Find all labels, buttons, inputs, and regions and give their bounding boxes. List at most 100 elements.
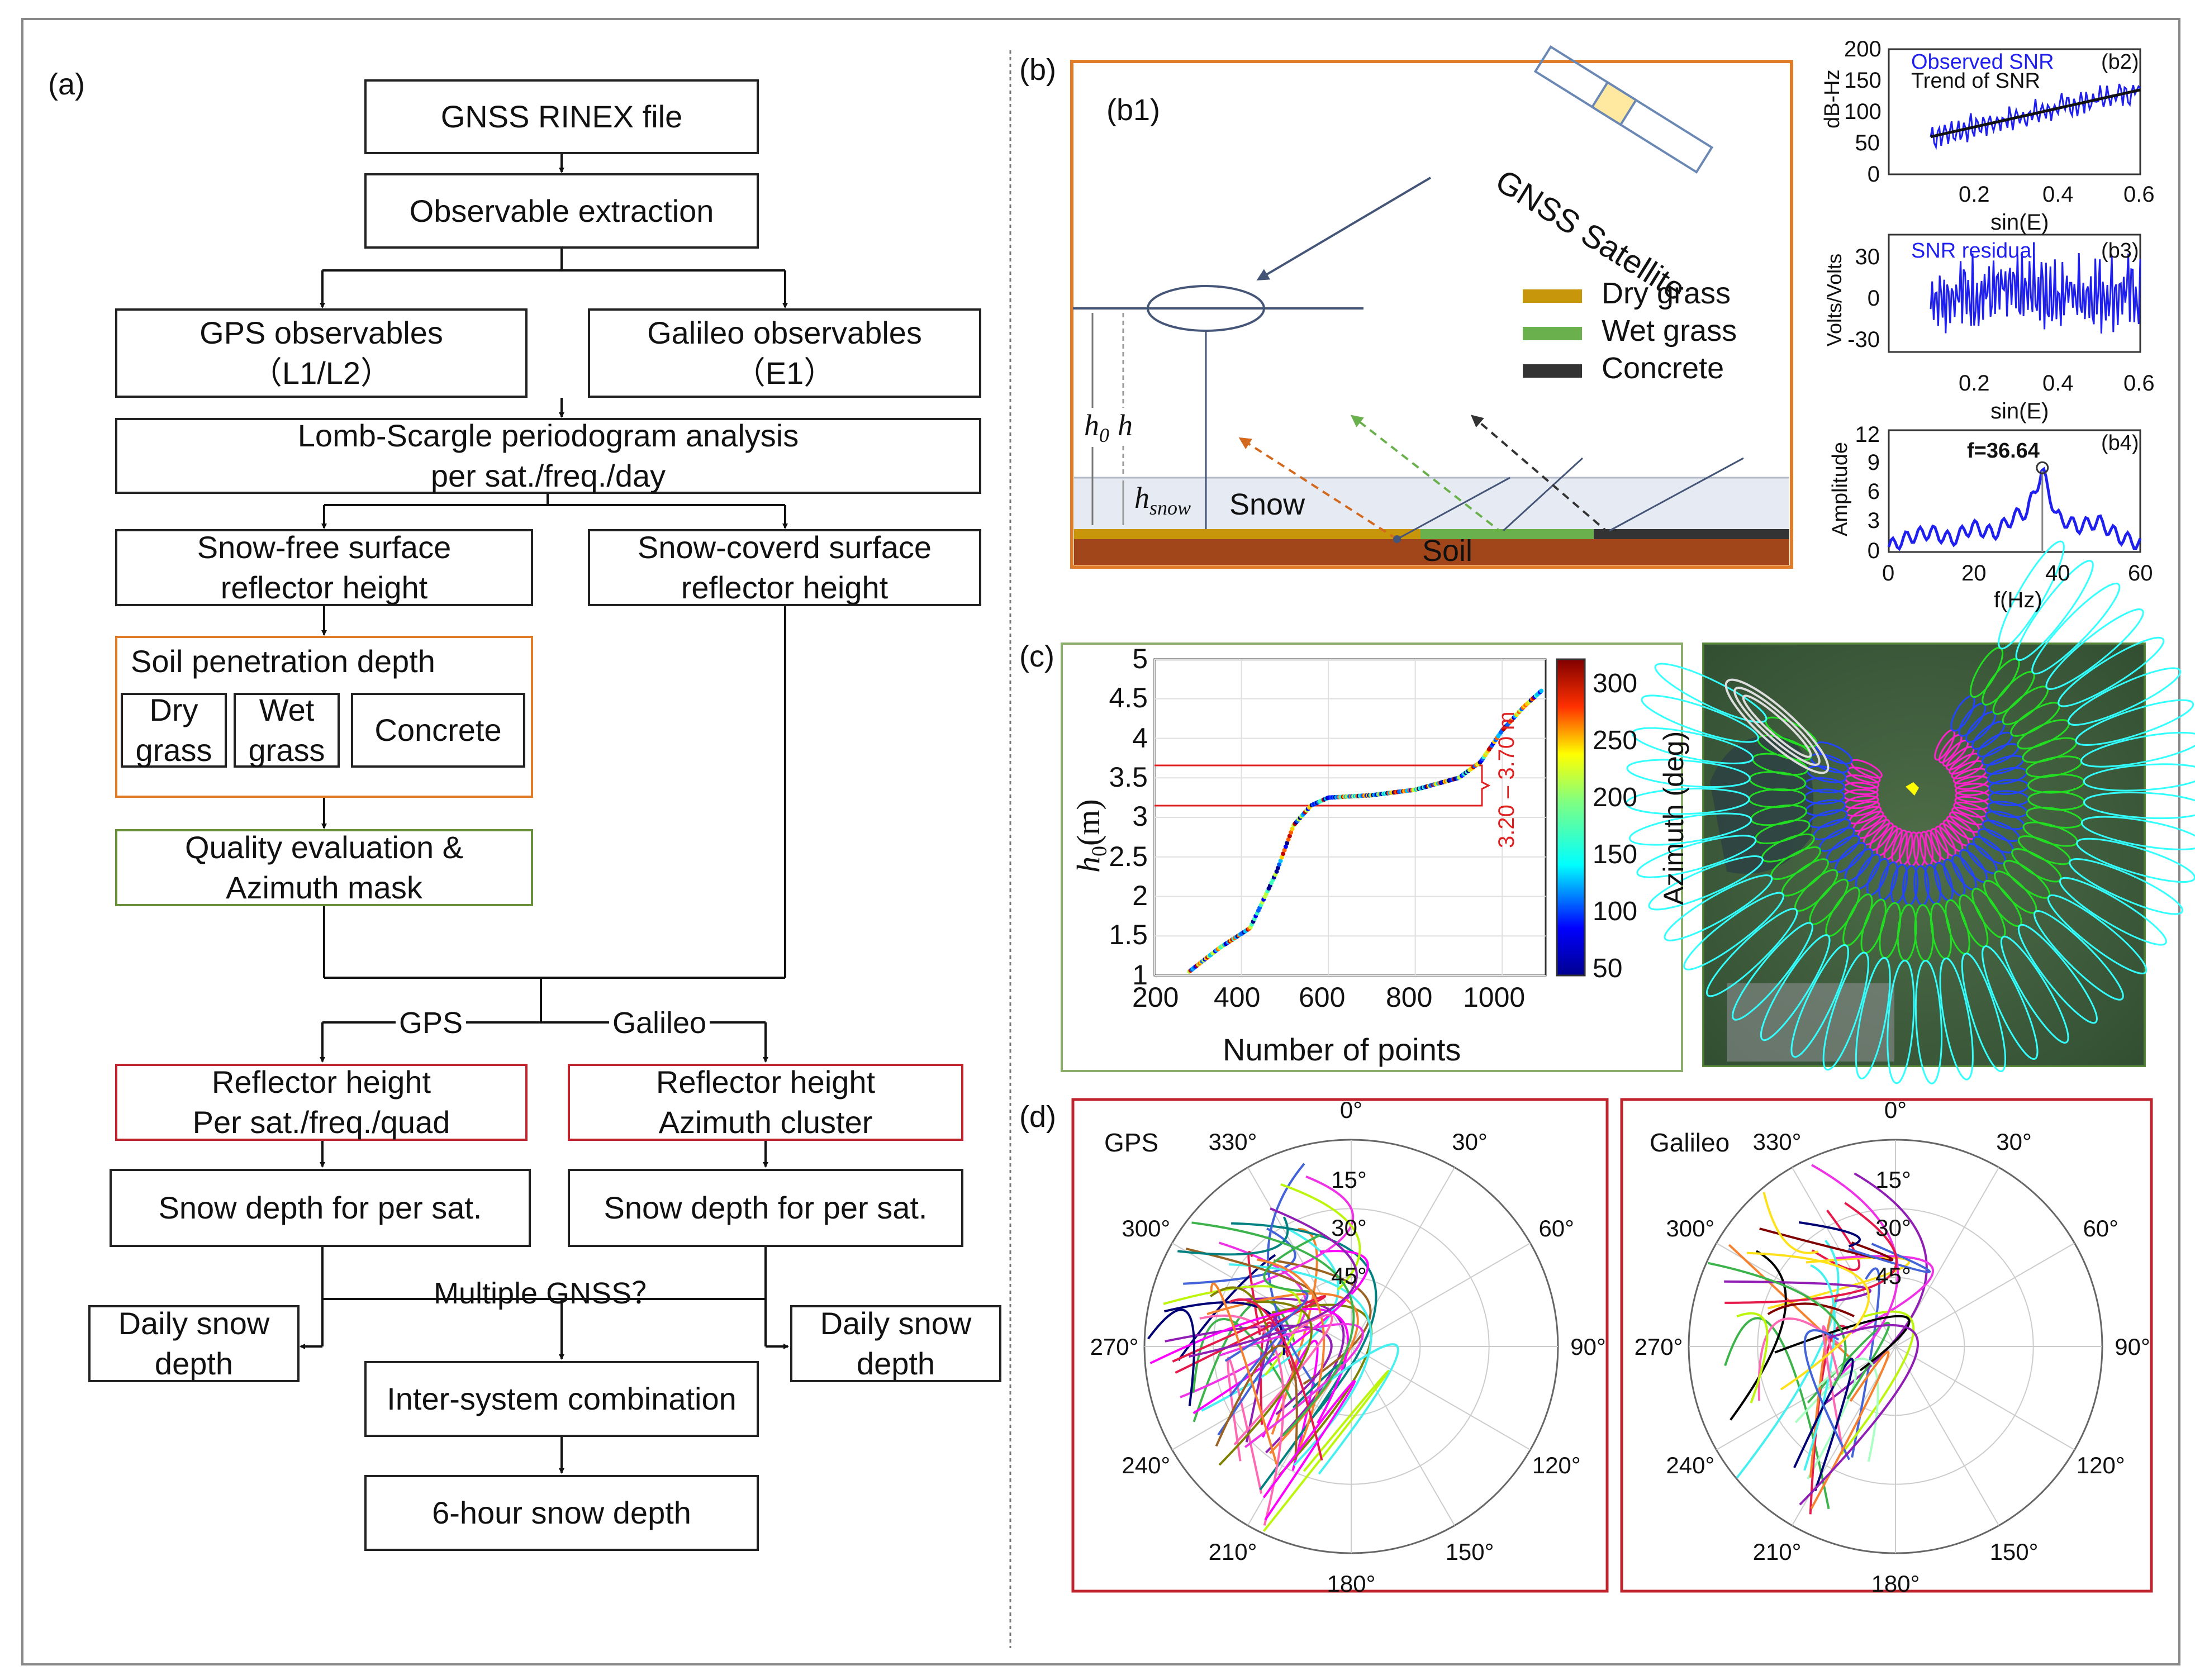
fresnel-zone <box>2067 667 2182 726</box>
polar-angle-label: 30° <box>1996 1129 2032 1155</box>
fresnel-zone <box>2059 877 2167 946</box>
satellite-track <box>1192 1250 1369 1415</box>
polar-angle-label: 240° <box>1666 1452 1714 1478</box>
c-xtick: 1000 <box>1463 982 1526 1013</box>
snr-trend-line <box>1930 88 2141 139</box>
daily-right-box: Daily snow depth <box>790 1305 1001 1382</box>
satellite-track <box>1233 1313 1333 1446</box>
fresnel-zone <box>2083 791 2195 820</box>
wet-grass-box: Wet grass <box>234 692 340 768</box>
satellite-track <box>1192 1318 1294 1402</box>
b4-ytick: 12 <box>1855 422 1880 447</box>
b2-ylabel: dB-Hz <box>1821 69 1844 129</box>
c-ytick: 4 <box>1132 722 1148 754</box>
c-range-annotation: 3.20 – 3.70 m <box>1494 711 1519 848</box>
b2-tag: (b2) <box>2101 50 2139 74</box>
b2-xtick: 0.6 <box>2123 182 2155 207</box>
b4-plot <box>1887 429 2142 553</box>
c-xtick: 400 <box>1214 982 1261 1013</box>
b4-xtick: 0 <box>1882 561 1895 586</box>
satellite-track <box>1263 1232 1324 1293</box>
fresnel-zone <box>2080 731 2195 768</box>
polar-radial-label: 15° <box>1331 1167 1367 1193</box>
satellite-track <box>1236 1297 1345 1454</box>
b2-legend-observed: Observed SNR <box>1911 50 2054 74</box>
colorbar-tick: 50 <box>1593 954 1623 983</box>
wet-grass-strip <box>1420 529 1594 539</box>
polar-angle-label: 0° <box>1884 1097 1907 1123</box>
fresnel-zone <box>1887 959 1915 1084</box>
fresnel-zone <box>1939 957 1974 1081</box>
c-xtick: 800 <box>1386 982 1433 1013</box>
polar-angle-label: 270° <box>1090 1334 1139 1360</box>
panel-label-c: (c) <box>1019 640 1054 673</box>
fresnel-zone-fan <box>1625 540 2195 1084</box>
b2-ytick: 200 <box>1844 37 1882 61</box>
branch-gps-label: GPS <box>396 1006 467 1040</box>
legend-dry-grass: Dry grass <box>1602 277 1731 310</box>
fresnel-zone <box>1625 788 1750 815</box>
b4-ytick: 0 <box>1867 539 1880 563</box>
b2-plot <box>1888 48 2141 175</box>
figure-frame <box>21 18 2180 1665</box>
polar-angle-label: 300° <box>1666 1215 1714 1241</box>
polar-radial-label: 45° <box>1331 1263 1367 1289</box>
satellite-track <box>1303 1343 1399 1475</box>
colorbar-tick: 100 <box>1593 897 1638 926</box>
b2-ytick: 150 <box>1844 68 1882 93</box>
c-ytick: 1.5 <box>1109 919 1148 950</box>
h0-point <box>1277 862 1282 867</box>
legend-concrete: Concrete <box>1602 351 1724 385</box>
extraction-box: Observable extraction <box>364 173 759 249</box>
fresnel-zone <box>1626 759 1751 788</box>
satellite-track <box>1724 1202 1898 1304</box>
polar-angle-label: 210° <box>1209 1539 1257 1565</box>
polar-radial-label: 30° <box>1875 1215 1911 1241</box>
legend-swatch-concrete <box>1523 364 1582 378</box>
galileo-polar-title: Galileo <box>1650 1128 1730 1157</box>
fresnel-zone <box>1705 908 1798 997</box>
b4-xtick: 60 <box>2128 561 2153 586</box>
dry-grass-box: Dry grass <box>121 692 227 768</box>
satellite-track <box>1163 1285 1303 1376</box>
h0-point <box>1290 826 1295 831</box>
b2-xtick: 0.4 <box>2042 182 2074 207</box>
fresnel-zone <box>2031 582 2121 675</box>
b2-legend-trend: Trend of SNR <box>1911 69 2040 93</box>
polar-angle-label: 210° <box>1753 1539 1802 1565</box>
panel-label-b1: (b1) <box>1106 93 1161 127</box>
dry-grass-strip <box>1074 529 1420 539</box>
daily-left-box: Daily snow depth <box>88 1305 300 1382</box>
b3-ytick: 0 <box>1867 286 1880 311</box>
b2-xtick: 0.2 <box>1959 182 1990 207</box>
c-ytick: 4.5 <box>1109 682 1148 713</box>
polar-radial-label: 45° <box>1875 1263 1911 1289</box>
satellite-track <box>1231 1222 1377 1419</box>
b2-ytick: 100 <box>1844 99 1882 124</box>
h0-point <box>1278 858 1283 863</box>
satellite-track <box>1767 1302 1855 1317</box>
polar-angle-label: 150° <box>1990 1539 2039 1565</box>
h0-point <box>1287 834 1292 839</box>
satellite-track <box>1274 1259 1372 1385</box>
polar-angle-label: 90° <box>1570 1334 1606 1360</box>
b4-ytick: 3 <box>1867 508 1880 533</box>
c-ytick: 2 <box>1132 880 1148 911</box>
b4-xlabel: f(Hz) <box>1994 588 2042 612</box>
c-xlabel: Number of points <box>1223 1032 1461 1067</box>
soil-penetration-title: Soil penetration depth <box>131 644 435 679</box>
c-xtick: 200 <box>1132 982 1179 1013</box>
satellite-track <box>1218 1301 1313 1466</box>
legend-swatch-dry <box>1523 289 1582 303</box>
satellite-track <box>1803 1264 1836 1471</box>
polar-angle-label: 120° <box>2077 1452 2125 1478</box>
quality-box: Quality evaluation & Azimuth mask <box>115 829 533 906</box>
h0-point <box>1289 830 1294 835</box>
legend-swatch-wet <box>1523 327 1582 340</box>
b4-tag: (b4) <box>2101 431 2139 455</box>
snow-covered-box: Snow-coverd surface reflector height <box>588 529 981 606</box>
gps-polar-frame <box>1071 1098 1609 1593</box>
receiver-marker <box>1906 782 1919 796</box>
c-ytick: 3.5 <box>1109 762 1148 793</box>
